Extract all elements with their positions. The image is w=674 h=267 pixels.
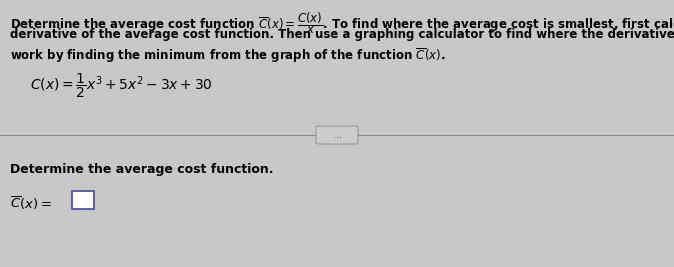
Text: derivative of the average cost function. Then use a graphing calculator to find : derivative of the average cost function.… xyxy=(10,28,674,41)
FancyBboxPatch shape xyxy=(316,126,358,144)
Text: Determine the average cost function $\overline{C}(x) = \dfrac{C(x)}{x}$. To find: Determine the average cost function $\ov… xyxy=(10,10,674,36)
Text: Determine the average cost function.: Determine the average cost function. xyxy=(10,163,274,176)
Text: $\overline{C}(x) = $: $\overline{C}(x) = $ xyxy=(10,195,52,212)
Text: $C(x) = \dfrac{1}{2}x^3 + 5x^2 - 3x + 30$: $C(x) = \dfrac{1}{2}x^3 + 5x^2 - 3x + 30… xyxy=(30,72,213,100)
Text: work by finding the minimum from the graph of the function $\overline{C}(x)$.: work by finding the minimum from the gra… xyxy=(10,46,446,65)
Text: ...: ... xyxy=(332,130,342,140)
Bar xyxy=(72,191,94,209)
